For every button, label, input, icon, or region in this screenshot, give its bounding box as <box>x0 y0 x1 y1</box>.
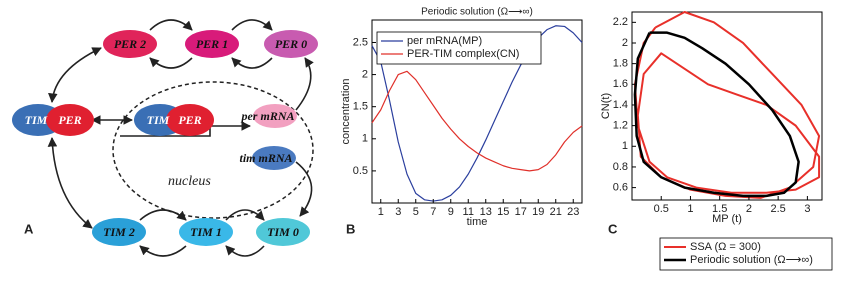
arrow <box>295 57 314 111</box>
series-line <box>633 11 821 199</box>
panel-label: B <box>346 221 355 236</box>
node-shape <box>92 218 146 246</box>
y-tick-label: 2 <box>362 68 368 80</box>
y-tick-label: 1 <box>622 140 628 152</box>
x-tick-label: 2.5 <box>771 203 786 215</box>
x-tick-label: 2 <box>746 203 752 215</box>
y-tick-label: 2.2 <box>613 16 628 28</box>
node-label: TIM <box>25 113 48 127</box>
legend-label: Periodic solution (Ω⟶∞) <box>690 254 813 266</box>
panel-label: C <box>608 221 618 236</box>
x-tick-label: 7 <box>430 206 436 218</box>
arrow <box>149 19 193 31</box>
node-shape <box>252 146 296 170</box>
x-tick-label: 1.5 <box>712 203 727 215</box>
y-tick-label: 1.8 <box>613 58 628 70</box>
legend-label: PER-TIM complex(CN) <box>407 48 519 60</box>
x-tick-label: 5 <box>413 206 419 218</box>
y-tick-label: 2.5 <box>353 36 368 48</box>
node-label: tim mRNA <box>239 151 292 165</box>
series-line <box>633 31 800 198</box>
y-axis-label: CN(t) <box>600 93 612 119</box>
chart-title: Periodic solution (Ω⟶∞) <box>421 7 533 18</box>
arrow <box>295 161 313 217</box>
panel-label: A <box>24 221 34 236</box>
x-tick-label: 3 <box>395 206 401 218</box>
node-label: PER 0 <box>275 37 307 51</box>
x-tick-label: 0.5 <box>654 203 669 215</box>
y-tick-label: 1 <box>362 133 368 145</box>
y-tick-label: 0.5 <box>353 165 368 177</box>
nucleus <box>112 81 314 219</box>
x-tick-label: 13 <box>480 206 492 218</box>
arrow <box>48 47 102 103</box>
legend-box <box>376 31 542 65</box>
y-tick-label: 0.6 <box>613 182 628 194</box>
diagram: PER 2 PER 1 PER 0 TIM PER TIM PER per mR… <box>12 19 318 257</box>
y-tick-label: 1.6 <box>613 78 628 90</box>
arrow <box>139 245 187 257</box>
nucleus-label: nucleus <box>168 174 211 189</box>
x-tick-label: 19 <box>532 206 544 218</box>
x-tick-label: 9 <box>448 206 454 218</box>
series-line <box>371 70 583 172</box>
node-shape <box>253 104 297 128</box>
node-shape <box>264 30 318 58</box>
node-shape <box>103 30 157 58</box>
y-tick-label: 1.2 <box>613 120 628 132</box>
y-tick-label: 1.4 <box>613 99 628 111</box>
node-shape <box>185 30 239 58</box>
x-tick-label: 23 <box>567 206 579 218</box>
y-tick-label: 1.5 <box>353 101 368 113</box>
x-tick-label: 1 <box>378 206 384 218</box>
x-tick-label: 1 <box>687 203 693 215</box>
y-axis-label: concentration <box>340 78 352 144</box>
node-shape <box>46 104 94 136</box>
x-tick-label: 11 <box>463 206 474 218</box>
node-label: PER <box>178 113 201 127</box>
arrow <box>149 57 193 69</box>
legend-label: SSA (Ω = 300) <box>690 241 761 253</box>
node-label: PER <box>58 113 81 127</box>
x-tick-label: 21 <box>550 206 562 218</box>
arrow <box>225 209 265 221</box>
node-label: TIM 1 <box>190 225 222 239</box>
node-label: PER 2 <box>114 37 146 51</box>
x-axis-label: MP (t) <box>712 213 742 225</box>
x-axis-label: time <box>467 216 488 228</box>
y-tick-label: 0.8 <box>613 161 628 173</box>
series-line <box>371 25 583 202</box>
x-tick-label: 3 <box>804 203 810 215</box>
promoter <box>120 121 251 137</box>
arrow <box>225 245 265 257</box>
legend-box <box>659 237 833 271</box>
node-shape <box>256 218 310 246</box>
node-shape <box>166 104 214 136</box>
x-tick-label: 17 <box>515 206 527 218</box>
node-label: TIM <box>147 113 170 127</box>
node-shape <box>179 218 233 246</box>
arrow <box>231 19 273 31</box>
x-tick-label: 15 <box>497 206 509 218</box>
node-label: TIM 0 <box>267 225 299 239</box>
arrow <box>47 137 93 229</box>
y-tick-label: 2 <box>622 37 628 49</box>
node-label: per mRNA <box>240 109 294 123</box>
arrow <box>139 209 187 221</box>
arrow <box>231 57 273 69</box>
node-label: PER 1 <box>196 37 228 51</box>
plot-frame <box>631 11 823 201</box>
legend-label: per mRNA(MP) <box>407 35 482 47</box>
node-label: TIM 2 <box>103 225 135 239</box>
